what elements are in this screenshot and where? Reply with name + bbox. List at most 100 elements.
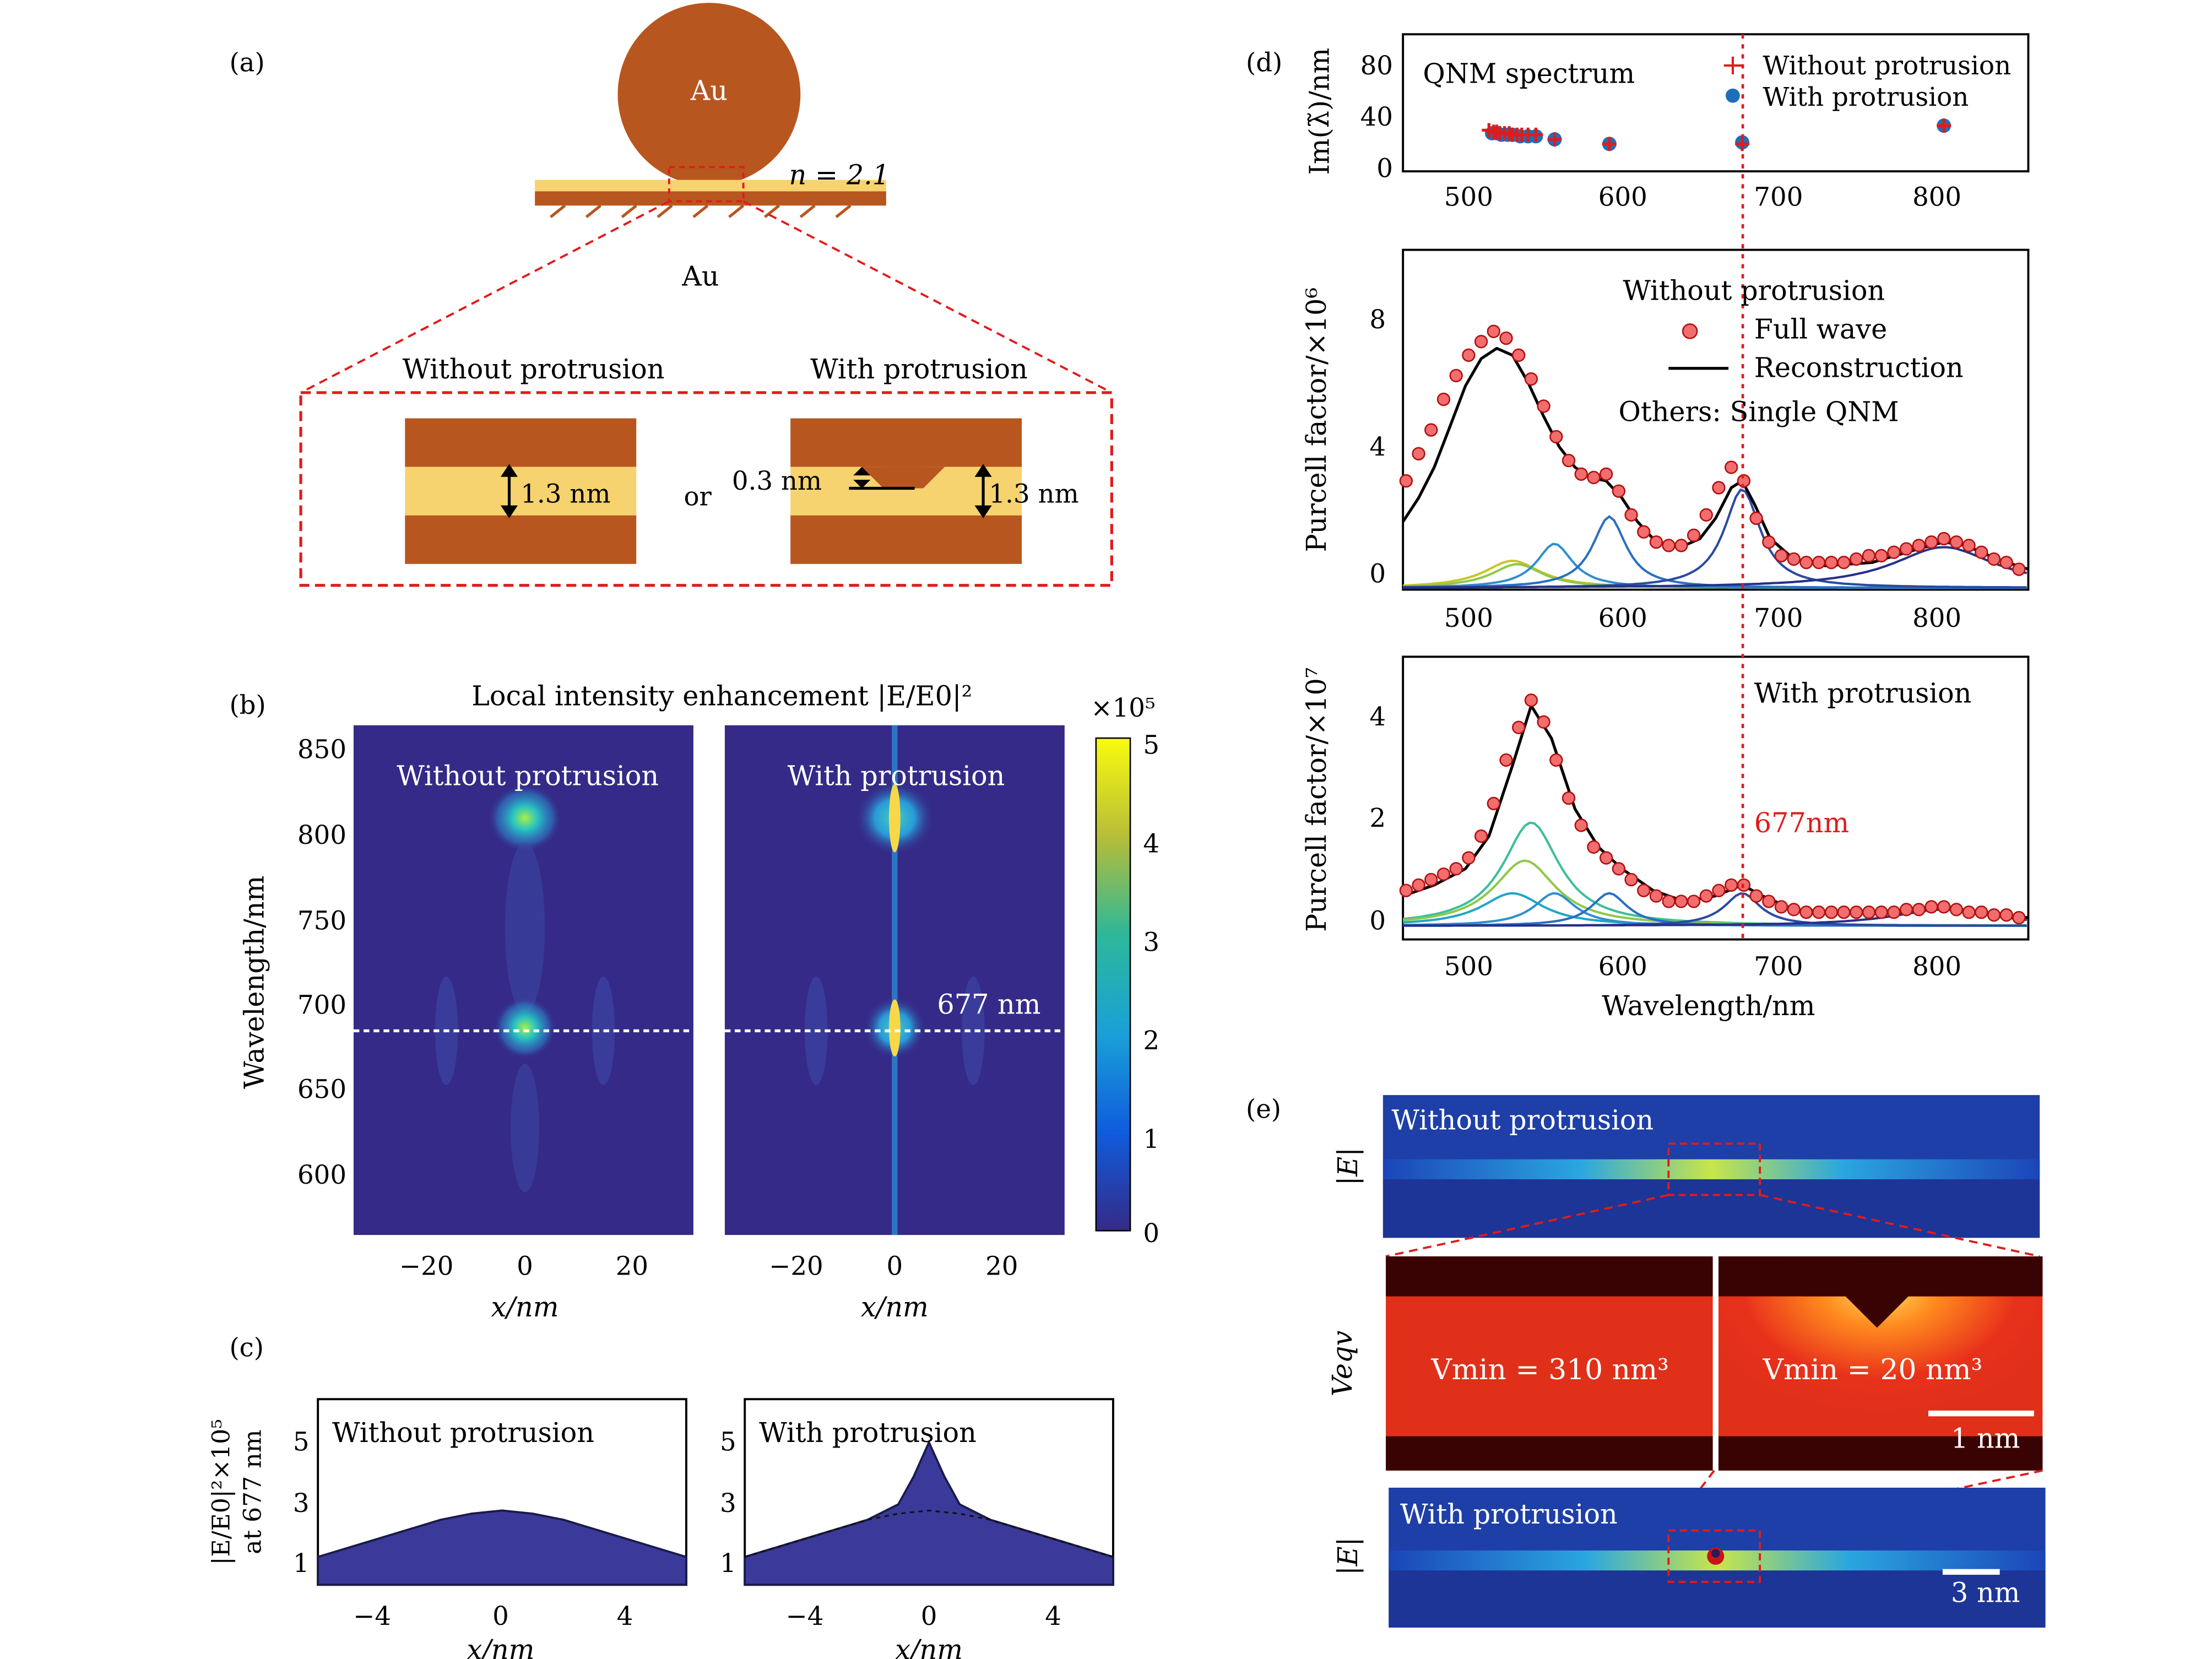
full-wave-point [1912, 539, 1926, 552]
svg-text:3: 3 [293, 1489, 310, 1519]
with-label: With protrusion [810, 353, 1028, 385]
panel-b-label: (b) [229, 691, 265, 720]
mid-legend-2: Reconstruction [1754, 351, 1964, 383]
c-xlabel-right: x/nm [895, 1634, 963, 1659]
full-wave-point [1599, 851, 1613, 865]
refractive-index: n = 2.1 [789, 159, 890, 191]
svg-text:20: 20 [616, 1252, 648, 1282]
d-mid-ylabel: Purcell factor/×10⁶ [1300, 288, 1332, 552]
svg-text:0: 0 [887, 1252, 903, 1282]
svg-text:850: 850 [297, 735, 346, 765]
svg-text:5: 5 [720, 1428, 736, 1457]
panel-e: (e) Without protrusion |E| Vmin = 310 nm… [1246, 1095, 2046, 1628]
c-ylabel-1: |E/E0|²×10⁵ [207, 1419, 235, 1565]
svg-text:0: 0 [921, 1602, 937, 1631]
au-sphere [617, 3, 801, 186]
svg-text:−20: −20 [769, 1252, 823, 1282]
full-wave-point [1975, 545, 1988, 559]
svg-text:0: 0 [1369, 560, 1386, 589]
panel-a-label: (a) [229, 48, 264, 78]
full-wave-point [1462, 851, 1476, 865]
full-wave-point [1887, 906, 1901, 919]
gap-label: 1.3 nm [521, 479, 610, 509]
full-wave-point [1649, 535, 1663, 549]
d-top-ylabel: Im(λ̃)/nm [1303, 48, 1335, 175]
d-mid-axes [1402, 248, 2030, 591]
protrusion-label: 0.3 nm [732, 467, 822, 496]
full-wave-point [1474, 334, 1488, 349]
full-wave-point [1562, 791, 1576, 805]
b-xticks: −20 0 20 −20 0 20 [399, 1252, 1018, 1282]
legend-dot-marker [1725, 88, 1740, 103]
full-wave-point [1674, 539, 1688, 552]
map-with-label: With protrusion [788, 760, 1005, 792]
full-wave-point [1999, 555, 2013, 570]
full-wave-point [1436, 867, 1451, 881]
full-wave-point [1987, 908, 2001, 922]
svg-text:5: 5 [293, 1428, 310, 1457]
svg-text:4: 4 [1369, 702, 1386, 732]
svg-text:4: 4 [1369, 432, 1386, 462]
panel-d: (d) QNM spectrum + Without protrusion Wi… [1246, 33, 2030, 1022]
full-wave-point [1587, 840, 1601, 854]
full-wave-point [1512, 720, 1526, 734]
svg-text:1: 1 [720, 1549, 736, 1579]
full-wave-point [1562, 453, 1576, 468]
full-wave-point [1399, 474, 1413, 488]
svg-text:20: 20 [985, 1252, 1018, 1282]
full-wave-point [1962, 906, 1976, 919]
full-wave-point [1412, 878, 1425, 892]
full-wave-point [1899, 903, 1913, 917]
d-mid-xticks: 500 600 700 800 [1444, 604, 1961, 633]
svg-text:800: 800 [1912, 182, 1961, 212]
svg-text:600: 600 [297, 1161, 346, 1190]
svg-text:2: 2 [1369, 804, 1386, 833]
c-ylabel-2: at 677 nm [238, 1430, 267, 1554]
full-wave-point [1412, 447, 1425, 460]
panel-a: (a) Au n = 2.1 Au Without protrusion Wit… [229, 3, 1113, 587]
full-wave-point [1837, 906, 1851, 919]
full-wave-point [1862, 906, 1876, 919]
c-xlabel-left: x/nm [467, 1634, 535, 1659]
full-wave-point [1449, 862, 1463, 876]
full-wave-point [1774, 900, 1788, 914]
cbar-exponent: ×10⁵ [1091, 693, 1156, 723]
full-wave-point [1725, 460, 1738, 474]
d-top-title: QNM spectrum [1423, 57, 1635, 89]
c-yticks: 5 3 1 5 3 1 [293, 1428, 736, 1579]
svg-text:2: 2 [1143, 1026, 1159, 1056]
panel-c: (c) Without protrusion With protrusion 5… [207, 1333, 1114, 1659]
full-wave-point [1537, 715, 1550, 729]
d-xlabel: Wavelength/nm [1602, 990, 1815, 1022]
full-wave-point [1462, 348, 1476, 362]
svg-text:600: 600 [1598, 182, 1647, 212]
full-wave-point [2012, 562, 2026, 576]
panel-c-label: (c) [229, 1333, 264, 1363]
svg-text:700: 700 [1754, 182, 1803, 212]
single-qnm-curve [1403, 515, 2027, 589]
panel-b: (b) Local intensity enhancement |E/E0|² … [229, 680, 1159, 1322]
svg-text:1: 1 [293, 1549, 310, 1579]
marker-677: 677 nm [937, 988, 1040, 1020]
full-wave-point [1987, 552, 2001, 566]
d-top-xticks: 500 600 700 800 [1444, 182, 1961, 212]
single-qnm-curve [1403, 560, 2027, 589]
qnm-plus [1502, 126, 1517, 140]
full-wave-point [1436, 392, 1451, 406]
full-wave-point [1487, 796, 1500, 811]
e-row3-title: With protrusion [1400, 1498, 1618, 1530]
profile-area [744, 1440, 1114, 1586]
full-wave-point [1637, 525, 1651, 539]
or-label: or [684, 482, 712, 512]
au-substrate [535, 191, 886, 206]
d-mid-yticks: 8 4 0 [1369, 305, 1386, 589]
svg-text:750: 750 [297, 906, 346, 936]
map-without-label: Without protrusion [397, 760, 659, 792]
full-wave-point [1424, 872, 1438, 887]
svg-text:−4: −4 [786, 1602, 824, 1631]
svg-text:800: 800 [1912, 952, 1961, 982]
d-bot-axes [1402, 655, 2030, 941]
full-wave-point [1662, 894, 1676, 908]
full-wave-point [1812, 555, 1826, 570]
